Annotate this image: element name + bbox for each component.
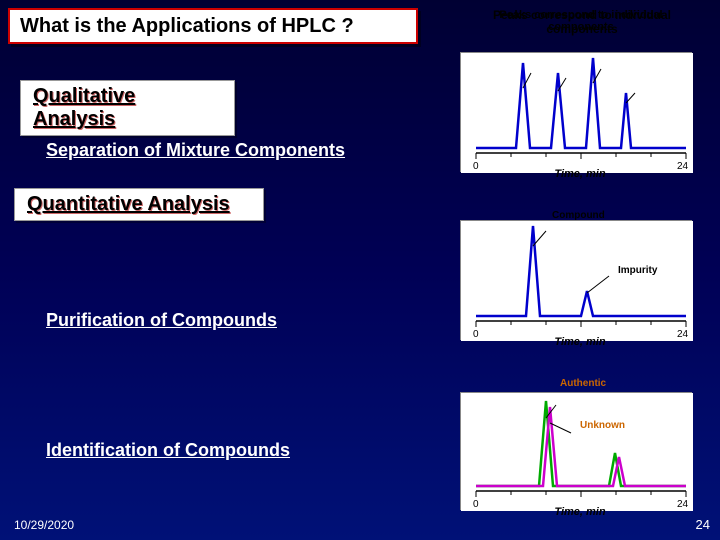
- svg-text:24: 24: [677, 499, 689, 510]
- chart2-label-compound: Compound: [552, 210, 605, 221]
- chart2-svg: 0 24: [461, 221, 693, 341]
- heading-quantitative-text: Quantitative Analysis: [27, 193, 230, 215]
- footer-date: 10/29/2020: [14, 518, 74, 532]
- item-purification: Purification of Compounds: [46, 310, 277, 331]
- chart2-xlabel: Time, min: [530, 336, 630, 348]
- chart3-xlabel: Time, min: [530, 506, 630, 518]
- chart1-top-caption: Peaks correspond to individual component…: [492, 8, 672, 36]
- chart3-label-unknown: Unknown: [580, 420, 625, 431]
- svg-text:24: 24: [677, 161, 689, 172]
- chart3-panel: 0 24: [460, 392, 692, 510]
- svg-text:0: 0: [473, 329, 479, 340]
- svg-text:0: 0: [473, 161, 479, 172]
- heading-qualitative-text: Qualitative Analysis: [33, 85, 135, 130]
- svg-text:0: 0: [473, 499, 479, 510]
- heading-quantitative: Quantitative Analysis: [14, 188, 264, 221]
- chart1-xlabel: Time, min: [530, 168, 630, 180]
- item-separation: Separation of Mixture Components: [46, 140, 345, 161]
- chart1-top-caption-text: Peaks correspond to individual component…: [493, 8, 671, 36]
- chart3-label-authentic: Authentic: [560, 378, 606, 389]
- footer-page: 24: [696, 517, 710, 532]
- heading-qualitative: Qualitative Analysis: [20, 80, 235, 136]
- chart2-panel: 0 24: [460, 220, 692, 340]
- chart3-svg: 0 24: [461, 393, 693, 511]
- title-box: What is the Applications of HPLC ?: [8, 8, 418, 44]
- chart1-panel: Peaks correspond to individual component…: [460, 52, 692, 172]
- chart2-label-impurity: Impurity: [618, 265, 657, 276]
- title-text: What is the Applications of HPLC ?: [20, 15, 354, 38]
- svg-text:24: 24: [677, 329, 689, 340]
- item-identification: Identification of Compounds: [46, 440, 290, 461]
- chart1-svg: 0 24: [461, 53, 693, 173]
